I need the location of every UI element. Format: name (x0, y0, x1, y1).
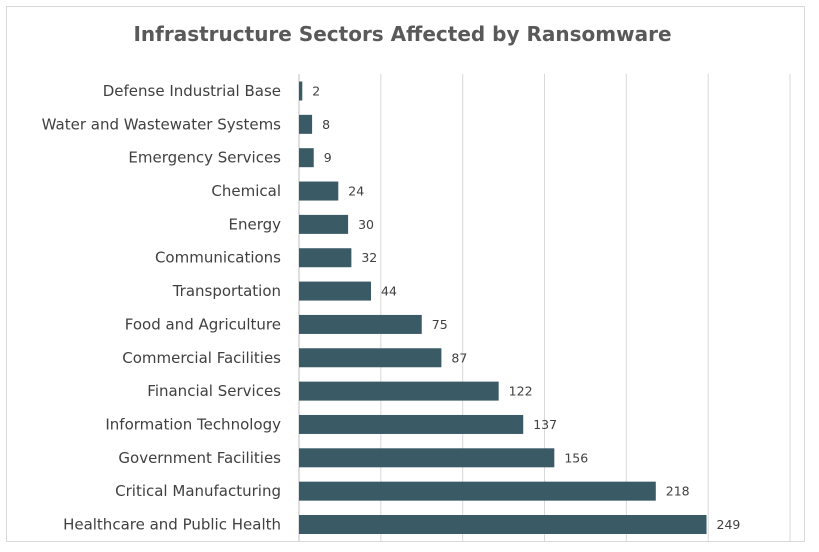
category-label: Critical Manufacturing (115, 482, 281, 500)
value-label: 30 (358, 217, 374, 232)
category-label: Emergency Services (128, 149, 281, 167)
category-labels: Defense Industrial Base Water and Wastewa… (42, 82, 282, 534)
bar (299, 381, 499, 401)
bar (299, 515, 707, 534)
category-label: Transportation (172, 282, 281, 300)
bar (299, 314, 422, 334)
category-label: Healthcare and Public Health (63, 516, 281, 534)
bar (299, 214, 349, 234)
category-label: Energy (228, 215, 281, 233)
bar (299, 448, 555, 468)
bar (299, 114, 313, 134)
category-label: Water and Wastewater Systems (42, 115, 282, 133)
value-label: 2 (312, 84, 320, 99)
value-label: 32 (361, 250, 377, 265)
value-label: 122 (509, 384, 533, 399)
bar (299, 348, 442, 368)
value-label: 87 (451, 350, 467, 365)
bar (299, 148, 314, 168)
chart-title: Infrastructure Sectors Affected by Ranso… (133, 22, 672, 46)
value-label: 44 (381, 284, 397, 299)
bar (299, 181, 339, 201)
value-label: 156 (564, 450, 588, 465)
value-label: 24 (348, 184, 364, 199)
gridlines (298, 74, 791, 541)
bar (299, 248, 352, 268)
value-label: 137 (533, 417, 557, 432)
value-label: 249 (717, 517, 741, 532)
category-label: Government Facilities (118, 449, 281, 467)
category-label: Food and Agriculture (125, 315, 281, 333)
category-label: Financial Services (147, 382, 281, 400)
bars (299, 81, 707, 534)
category-label: Commercial Facilities (122, 349, 281, 367)
value-labels: 2 8 9 24 30 32 44 75 87 122 137 156 218 249 (312, 84, 740, 533)
bar (299, 481, 656, 501)
bar (299, 281, 372, 301)
category-label: Communications (155, 249, 281, 267)
value-label: 9 (324, 150, 332, 165)
bar (299, 414, 524, 434)
bar (299, 81, 303, 101)
value-label: 218 (666, 484, 690, 499)
category-label: Defense Industrial Base (103, 82, 281, 100)
value-label: 75 (432, 317, 448, 332)
category-label: Information Technology (105, 415, 281, 433)
category-label: Chemical (211, 182, 281, 200)
value-label: 8 (322, 117, 330, 132)
